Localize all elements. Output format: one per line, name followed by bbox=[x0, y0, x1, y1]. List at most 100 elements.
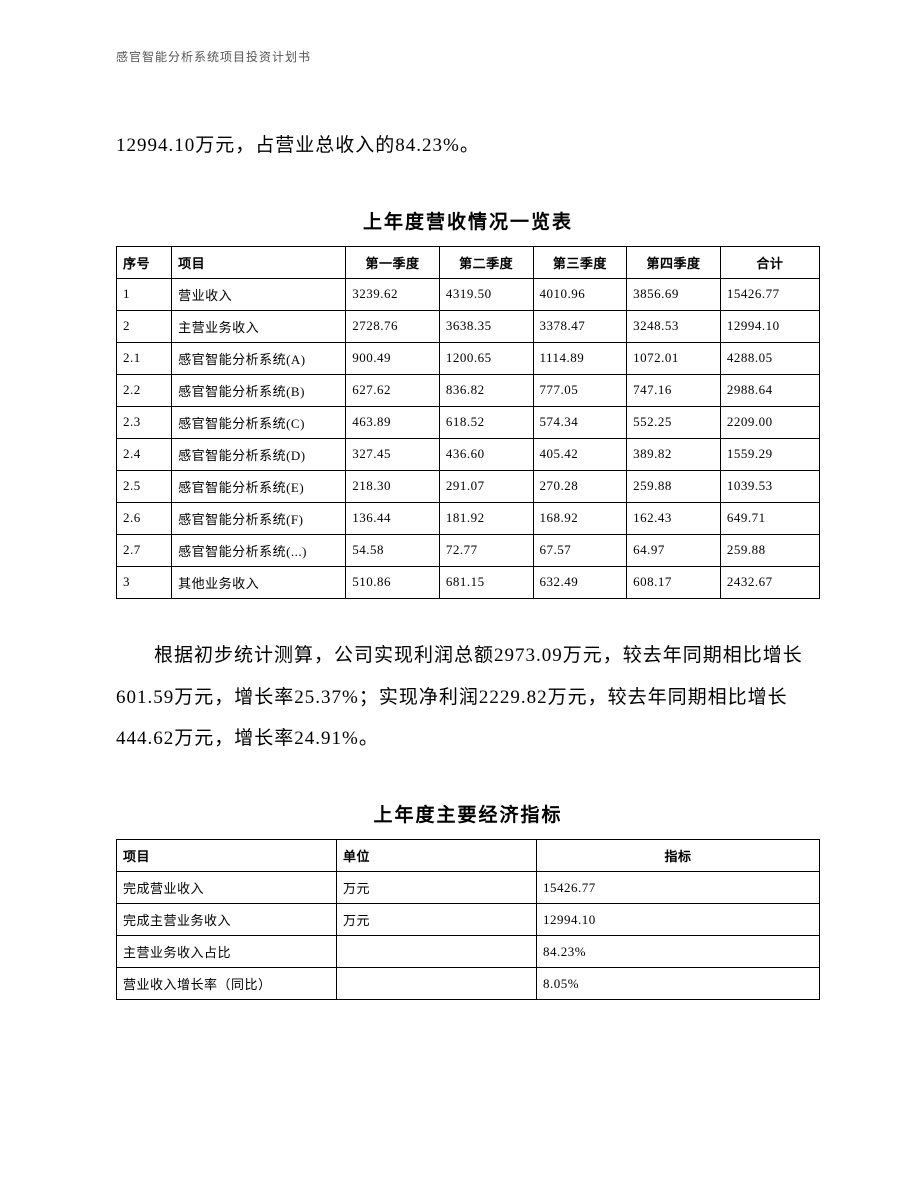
table-cell: 2.4 bbox=[117, 438, 172, 470]
table-cell: 4288.05 bbox=[720, 342, 819, 374]
table-cell: 15426.77 bbox=[720, 278, 819, 310]
table-cell: 1114.89 bbox=[533, 342, 627, 374]
table-cell: 2 bbox=[117, 310, 172, 342]
table-cell: 2.7 bbox=[117, 534, 172, 566]
table-cell: 1559.29 bbox=[720, 438, 819, 470]
table-cell: 836.82 bbox=[439, 374, 533, 406]
table-cell: 54.58 bbox=[346, 534, 440, 566]
table-cell: 900.49 bbox=[346, 342, 440, 374]
col-indicator: 指标 bbox=[537, 840, 820, 872]
table-cell: 3856.69 bbox=[627, 278, 721, 310]
document-header: 感官智能分析系统项目投资计划书 bbox=[116, 48, 820, 65]
table-cell: 1200.65 bbox=[439, 342, 533, 374]
table-cell: 营业收入 bbox=[172, 278, 346, 310]
table-cell: 2.5 bbox=[117, 470, 172, 502]
table-cell: 感官智能分析系统(F) bbox=[172, 502, 346, 534]
table-cell: 510.86 bbox=[346, 566, 440, 598]
table-cell: 463.89 bbox=[346, 406, 440, 438]
table-cell: 2.3 bbox=[117, 406, 172, 438]
table-row: 2主营业务收入2728.763638.353378.473248.5312994… bbox=[117, 310, 820, 342]
table-row: 2.4感官智能分析系统(D)327.45436.60405.42389.8215… bbox=[117, 438, 820, 470]
table-cell: 618.52 bbox=[439, 406, 533, 438]
table-row: 2.5感官智能分析系统(E)218.30291.07270.28259.8810… bbox=[117, 470, 820, 502]
table-cell: 552.25 bbox=[627, 406, 721, 438]
table-row: 3其他业务收入510.86681.15632.49608.172432.67 bbox=[117, 566, 820, 598]
col-q3: 第三季度 bbox=[533, 246, 627, 278]
table1-title: 上年度营收情况一览表 bbox=[116, 207, 820, 234]
table2-title: 上年度主要经济指标 bbox=[116, 800, 820, 827]
intro-paragraph: 12994.10万元，占营业总收入的84.23%。 bbox=[116, 125, 820, 167]
table-cell: 其他业务收入 bbox=[172, 566, 346, 598]
table-cell: 218.30 bbox=[346, 470, 440, 502]
table-cell: 259.88 bbox=[720, 534, 819, 566]
mid-paragraph-text: 根据初步统计测算，公司实现利润总额2973.09万元，较去年同期相比增长601.… bbox=[116, 645, 803, 750]
table-cell: 777.05 bbox=[533, 374, 627, 406]
table-cell: 感官智能分析系统(A) bbox=[172, 342, 346, 374]
table-cell: 2728.76 bbox=[346, 310, 440, 342]
table-cell: 4010.96 bbox=[533, 278, 627, 310]
table-row: 2.6感官智能分析系统(F)136.44181.92168.92162.4364… bbox=[117, 502, 820, 534]
table-cell: 747.16 bbox=[627, 374, 721, 406]
table-cell: 259.88 bbox=[627, 470, 721, 502]
table-cell: 1072.01 bbox=[627, 342, 721, 374]
intro-text: 12994.10万元，占营业总收入的84.23%。 bbox=[116, 135, 480, 156]
table-row: 营业收入增长率（同比） 8.05% bbox=[117, 968, 820, 1000]
table-cell: 营业收入增长率（同比） bbox=[117, 968, 337, 1000]
table-cell: 12994.10 bbox=[537, 904, 820, 936]
table-cell: 万元 bbox=[337, 904, 537, 936]
table-cell: 181.92 bbox=[439, 502, 533, 534]
table-cell: 主营业务收入占比 bbox=[117, 936, 337, 968]
col-total: 合计 bbox=[720, 246, 819, 278]
table-cell: 84.23% bbox=[537, 936, 820, 968]
table-cell: 完成营业收入 bbox=[117, 872, 337, 904]
table-cell: 67.57 bbox=[533, 534, 627, 566]
table-cell: 2432.67 bbox=[720, 566, 819, 598]
table-cell: 8.05% bbox=[537, 968, 820, 1000]
table-cell: 574.34 bbox=[533, 406, 627, 438]
col-seq: 序号 bbox=[117, 246, 172, 278]
table-cell: 完成主营业务收入 bbox=[117, 904, 337, 936]
table-header-row: 序号 项目 第一季度 第二季度 第三季度 第四季度 合计 bbox=[117, 246, 820, 278]
table-cell: 64.97 bbox=[627, 534, 721, 566]
table-row: 2.7感官智能分析系统(...)54.5872.7767.5764.97259.… bbox=[117, 534, 820, 566]
table-cell: 3378.47 bbox=[533, 310, 627, 342]
table-cell: 389.82 bbox=[627, 438, 721, 470]
table-cell: 327.45 bbox=[346, 438, 440, 470]
table-cell: 万元 bbox=[337, 872, 537, 904]
table-row: 主营业务收入占比 84.23% bbox=[117, 936, 820, 968]
table-cell: 3239.62 bbox=[346, 278, 440, 310]
table-cell: 632.49 bbox=[533, 566, 627, 598]
table-cell: 2209.00 bbox=[720, 406, 819, 438]
header-text: 感官智能分析系统项目投资计划书 bbox=[116, 50, 311, 64]
table-cell: 649.71 bbox=[720, 502, 819, 534]
table-cell: 主营业务收入 bbox=[172, 310, 346, 342]
table-header-row: 项目 单位 指标 bbox=[117, 840, 820, 872]
table-cell: 12994.10 bbox=[720, 310, 819, 342]
table-cell: 15426.77 bbox=[537, 872, 820, 904]
table-cell: 2988.64 bbox=[720, 374, 819, 406]
economic-indicators-table: 项目 单位 指标 完成营业收入万元15426.77完成主营业务收入万元12994… bbox=[116, 839, 820, 1000]
table-cell: 3248.53 bbox=[627, 310, 721, 342]
table-cell bbox=[337, 936, 537, 968]
table-row: 1营业收入3239.624319.504010.963856.6915426.7… bbox=[117, 278, 820, 310]
col-q4: 第四季度 bbox=[627, 246, 721, 278]
table-cell: 270.28 bbox=[533, 470, 627, 502]
col-item2: 项目 bbox=[117, 840, 337, 872]
table-row: 完成营业收入万元15426.77 bbox=[117, 872, 820, 904]
revenue-table: 序号 项目 第一季度 第二季度 第三季度 第四季度 合计 1营业收入3239.6… bbox=[116, 246, 820, 599]
table-cell: 感官智能分析系统(D) bbox=[172, 438, 346, 470]
table-cell: 感官智能分析系统(C) bbox=[172, 406, 346, 438]
table-cell: 1 bbox=[117, 278, 172, 310]
table-cell: 627.62 bbox=[346, 374, 440, 406]
table-cell: 608.17 bbox=[627, 566, 721, 598]
table-cell: 4319.50 bbox=[439, 278, 533, 310]
table-cell: 2.6 bbox=[117, 502, 172, 534]
table-row: 2.2感官智能分析系统(B)627.62836.82777.05747.1629… bbox=[117, 374, 820, 406]
table-cell: 681.15 bbox=[439, 566, 533, 598]
table-cell: 136.44 bbox=[346, 502, 440, 534]
table-cell bbox=[337, 968, 537, 1000]
table-cell: 168.92 bbox=[533, 502, 627, 534]
table-cell: 感官智能分析系统(E) bbox=[172, 470, 346, 502]
table-row: 2.3感官智能分析系统(C)463.89618.52574.34552.2522… bbox=[117, 406, 820, 438]
table-cell: 162.43 bbox=[627, 502, 721, 534]
